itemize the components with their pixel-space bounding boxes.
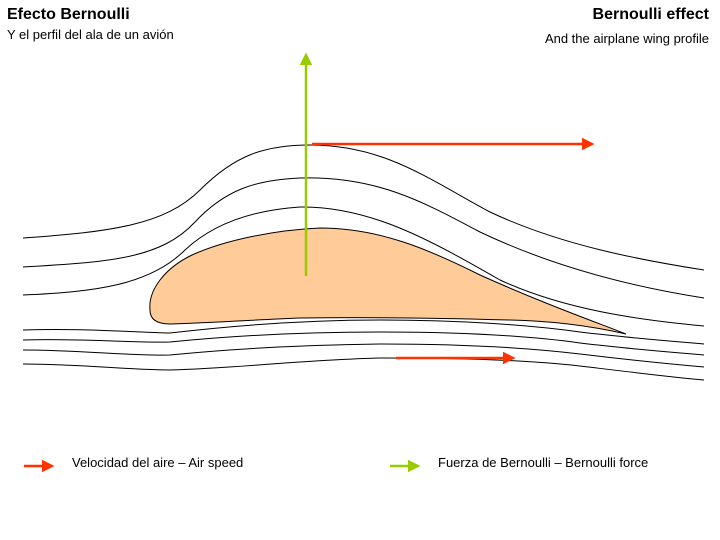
legend-bernoulli-force-label: Fuerza de Bernoulli – Bernoulli force bbox=[438, 455, 649, 470]
streamline-upper-2 bbox=[22, 177, 705, 299]
title-spanish: Efecto Bernoulli bbox=[7, 6, 130, 23]
subtitle-spanish: Y el perfil del ala de un avión bbox=[7, 27, 174, 42]
streamline-upper-1 bbox=[22, 144, 705, 271]
wing-profile bbox=[149, 227, 627, 335]
streamline-lower-2 bbox=[22, 331, 705, 356]
subtitle-english: And the airplane wing profile bbox=[544, 31, 709, 46]
legend-air-speed-label: Velocidad del aire – Air speed bbox=[72, 455, 244, 470]
streamline-lower-3 bbox=[22, 343, 705, 368]
streamline-lower-4 bbox=[22, 357, 705, 381]
title-english: Bernoulli effect bbox=[592, 6, 709, 23]
streamline-upper-3 bbox=[22, 206, 705, 327]
streamline-lower-1 bbox=[22, 319, 705, 345]
